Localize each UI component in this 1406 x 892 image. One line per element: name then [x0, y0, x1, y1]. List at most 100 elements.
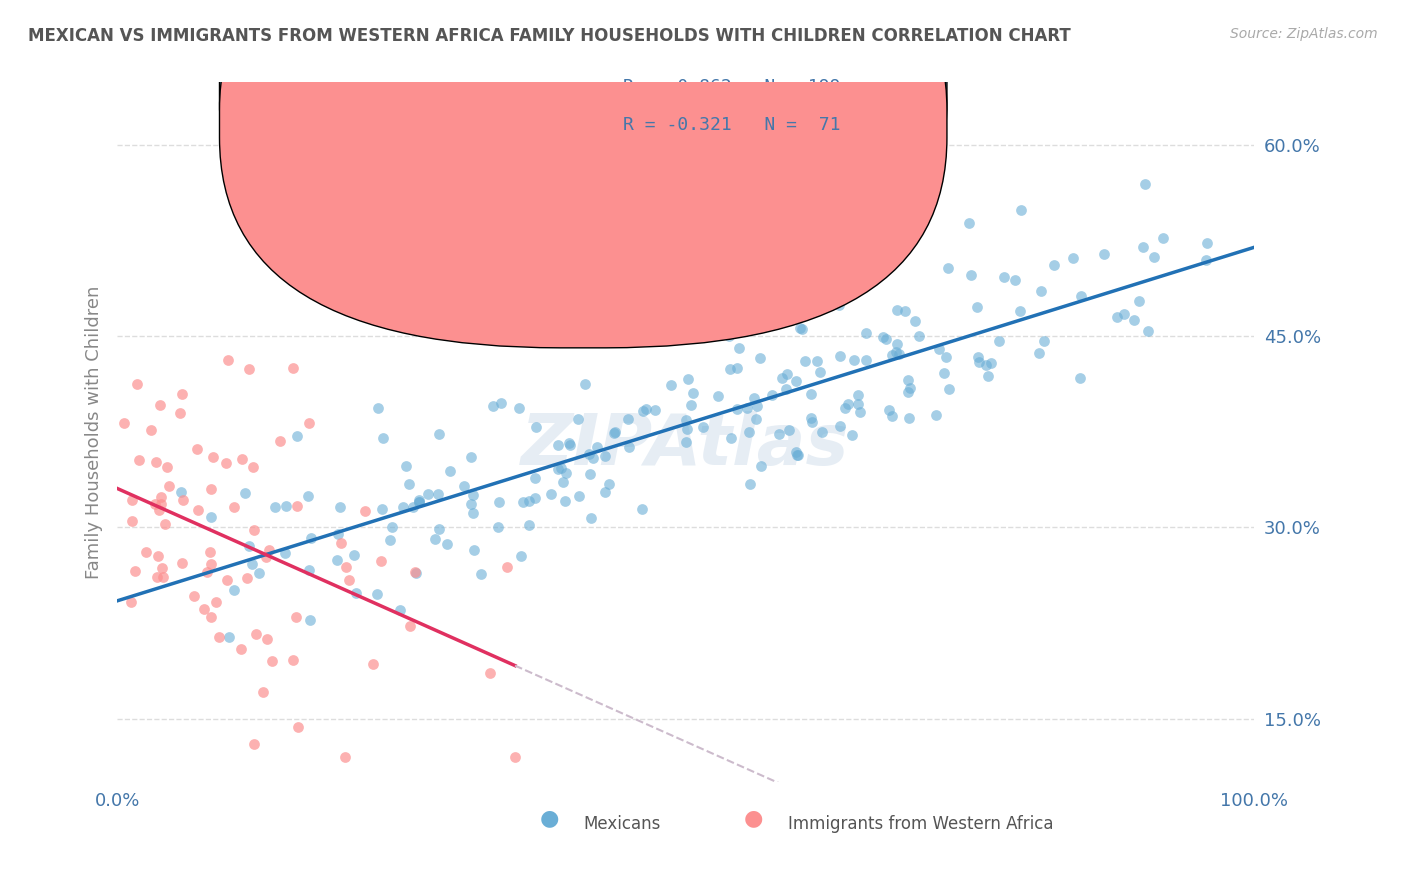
Point	[593, 484, 616, 499]
Point	[463, 542, 485, 557]
Point	[993, 270, 1015, 285]
Point	[808, 365, 831, 379]
Text: Mexicans: Mexicans	[583, 815, 661, 833]
Point	[238, 362, 260, 376]
Point	[229, 641, 252, 656]
Point	[882, 409, 904, 423]
Point	[187, 502, 209, 516]
Point	[735, 401, 758, 416]
Point	[193, 602, 215, 616]
Point	[427, 426, 450, 441]
Point	[215, 457, 238, 471]
Point	[202, 450, 225, 464]
Point	[152, 570, 174, 584]
Point	[603, 426, 626, 441]
Point	[834, 401, 856, 416]
Point	[146, 549, 169, 564]
Point	[172, 492, 194, 507]
Point	[523, 491, 546, 505]
FancyBboxPatch shape	[219, 0, 948, 348]
Point	[148, 503, 170, 517]
Point	[841, 428, 863, 442]
Point	[141, 423, 163, 437]
Point	[886, 337, 908, 351]
Point	[398, 477, 420, 491]
Point	[842, 352, 865, 367]
Point	[256, 632, 278, 646]
Point	[240, 558, 263, 572]
Point	[427, 487, 450, 501]
Point	[344, 585, 367, 599]
Point	[1032, 334, 1054, 348]
Point	[567, 411, 589, 425]
Point	[877, 403, 900, 417]
Point	[633, 403, 655, 417]
FancyBboxPatch shape	[537, 54, 879, 159]
Point	[1010, 202, 1032, 217]
Point	[593, 449, 616, 463]
Point	[855, 326, 877, 340]
Point	[503, 749, 526, 764]
Point	[236, 571, 259, 585]
Point	[343, 548, 366, 562]
Point	[488, 494, 510, 508]
Point	[200, 509, 222, 524]
Point	[789, 321, 811, 335]
Point	[495, 560, 517, 574]
Point	[408, 493, 430, 508]
Point	[285, 499, 308, 513]
Point	[264, 500, 287, 515]
Point	[586, 440, 609, 454]
Point	[200, 545, 222, 559]
Point	[436, 537, 458, 551]
Point	[1029, 284, 1052, 298]
Point	[837, 397, 859, 411]
Point	[200, 482, 222, 496]
FancyBboxPatch shape	[219, 0, 948, 313]
Point	[551, 475, 574, 490]
Point	[482, 399, 505, 413]
Point	[555, 466, 578, 480]
Point	[882, 348, 904, 362]
Point	[967, 355, 990, 369]
Point	[155, 516, 177, 531]
Point	[298, 416, 321, 430]
Point	[932, 366, 955, 380]
Point	[218, 630, 240, 644]
Point	[725, 401, 748, 416]
Point	[706, 388, 728, 402]
Point	[398, 619, 420, 633]
Text: MEXICAN VS IMMIGRANTS FROM WESTERN AFRICA FAMILY HOUSEHOLDS WITH CHILDREN CORREL: MEXICAN VS IMMIGRANTS FROM WESTERN AFRIC…	[28, 27, 1071, 45]
Point	[389, 603, 412, 617]
Point	[598, 476, 620, 491]
Point	[1112, 307, 1135, 321]
Point	[170, 484, 193, 499]
Point	[283, 361, 305, 376]
Point	[247, 566, 270, 580]
Point	[463, 507, 485, 521]
Point	[785, 374, 807, 388]
Point	[720, 431, 742, 445]
Text: R =  0.862   N = 199: R = 0.862 N = 199	[623, 78, 841, 95]
Point	[418, 487, 440, 501]
Point	[262, 654, 284, 668]
Point	[568, 489, 591, 503]
Point	[200, 558, 222, 572]
Point	[886, 302, 908, 317]
Point	[337, 573, 360, 587]
Point	[761, 388, 783, 402]
Point	[124, 564, 146, 578]
Point	[675, 435, 697, 450]
Point	[394, 458, 416, 473]
Point	[1043, 259, 1066, 273]
Point	[152, 561, 174, 575]
Point	[224, 583, 246, 598]
Point	[200, 610, 222, 624]
Point	[1028, 346, 1050, 360]
Point	[558, 438, 581, 452]
Point	[145, 570, 167, 584]
Point	[370, 554, 392, 568]
Text: ●: ●	[744, 808, 763, 829]
Point	[768, 427, 790, 442]
Point	[578, 447, 600, 461]
